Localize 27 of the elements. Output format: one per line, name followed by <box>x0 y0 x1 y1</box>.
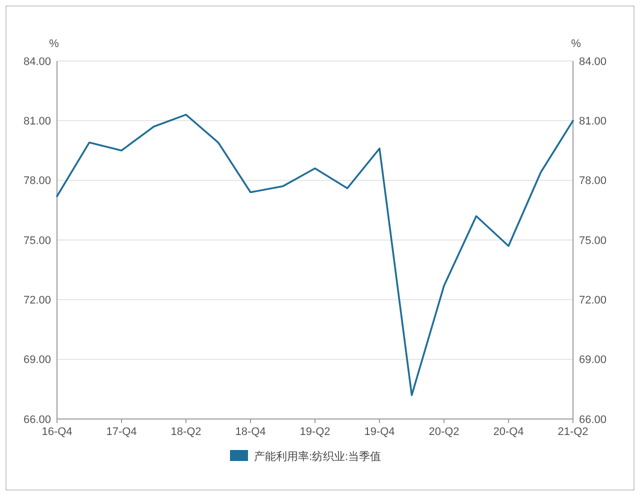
x-tick-label: 19-Q4 <box>364 426 395 438</box>
x-tick-label: 18-Q4 <box>235 426 266 438</box>
y-tick-label: 78.00 <box>23 175 51 188</box>
y2-tick-label: 81.00 <box>579 116 607 128</box>
x-tick-label: 20-Q4 <box>493 426 524 438</box>
y2-tick-label: 84.00 <box>579 56 607 68</box>
y2-tick-label: 75.00 <box>579 234 607 247</box>
y2-tick-label: 72.00 <box>579 294 607 307</box>
x-tick-label: 17-Q4 <box>106 426 137 438</box>
y-tick-label: 81.00 <box>23 116 51 128</box>
y-tick-label: 66.00 <box>23 414 51 426</box>
x-tick-label: 20-Q2 <box>428 426 460 438</box>
y2-tick-label: 66.00 <box>579 414 607 426</box>
x-tick-label: 19-Q2 <box>300 426 330 438</box>
y-tick-label: 84.00 <box>23 56 51 68</box>
line-series <box>56 114 574 396</box>
y2-tick-label: 78.00 <box>579 175 607 188</box>
x-tick-label: 21-Q2 <box>558 426 588 438</box>
y-tick-label: 72.00 <box>23 294 51 307</box>
x-tick-label: 18-Q2 <box>170 426 202 438</box>
y-axis-title: % <box>49 38 60 50</box>
y-tick-label: 75.00 <box>23 234 51 247</box>
y2-axis-title: % <box>571 38 582 50</box>
y-tick-label: 69.00 <box>23 354 51 366</box>
y2-tick-label: 69.00 <box>579 354 607 366</box>
legend-label: 产能利用率:纺织业:当季值 <box>254 450 382 463</box>
x-tick-label: 16-Q4 <box>42 426 72 438</box>
